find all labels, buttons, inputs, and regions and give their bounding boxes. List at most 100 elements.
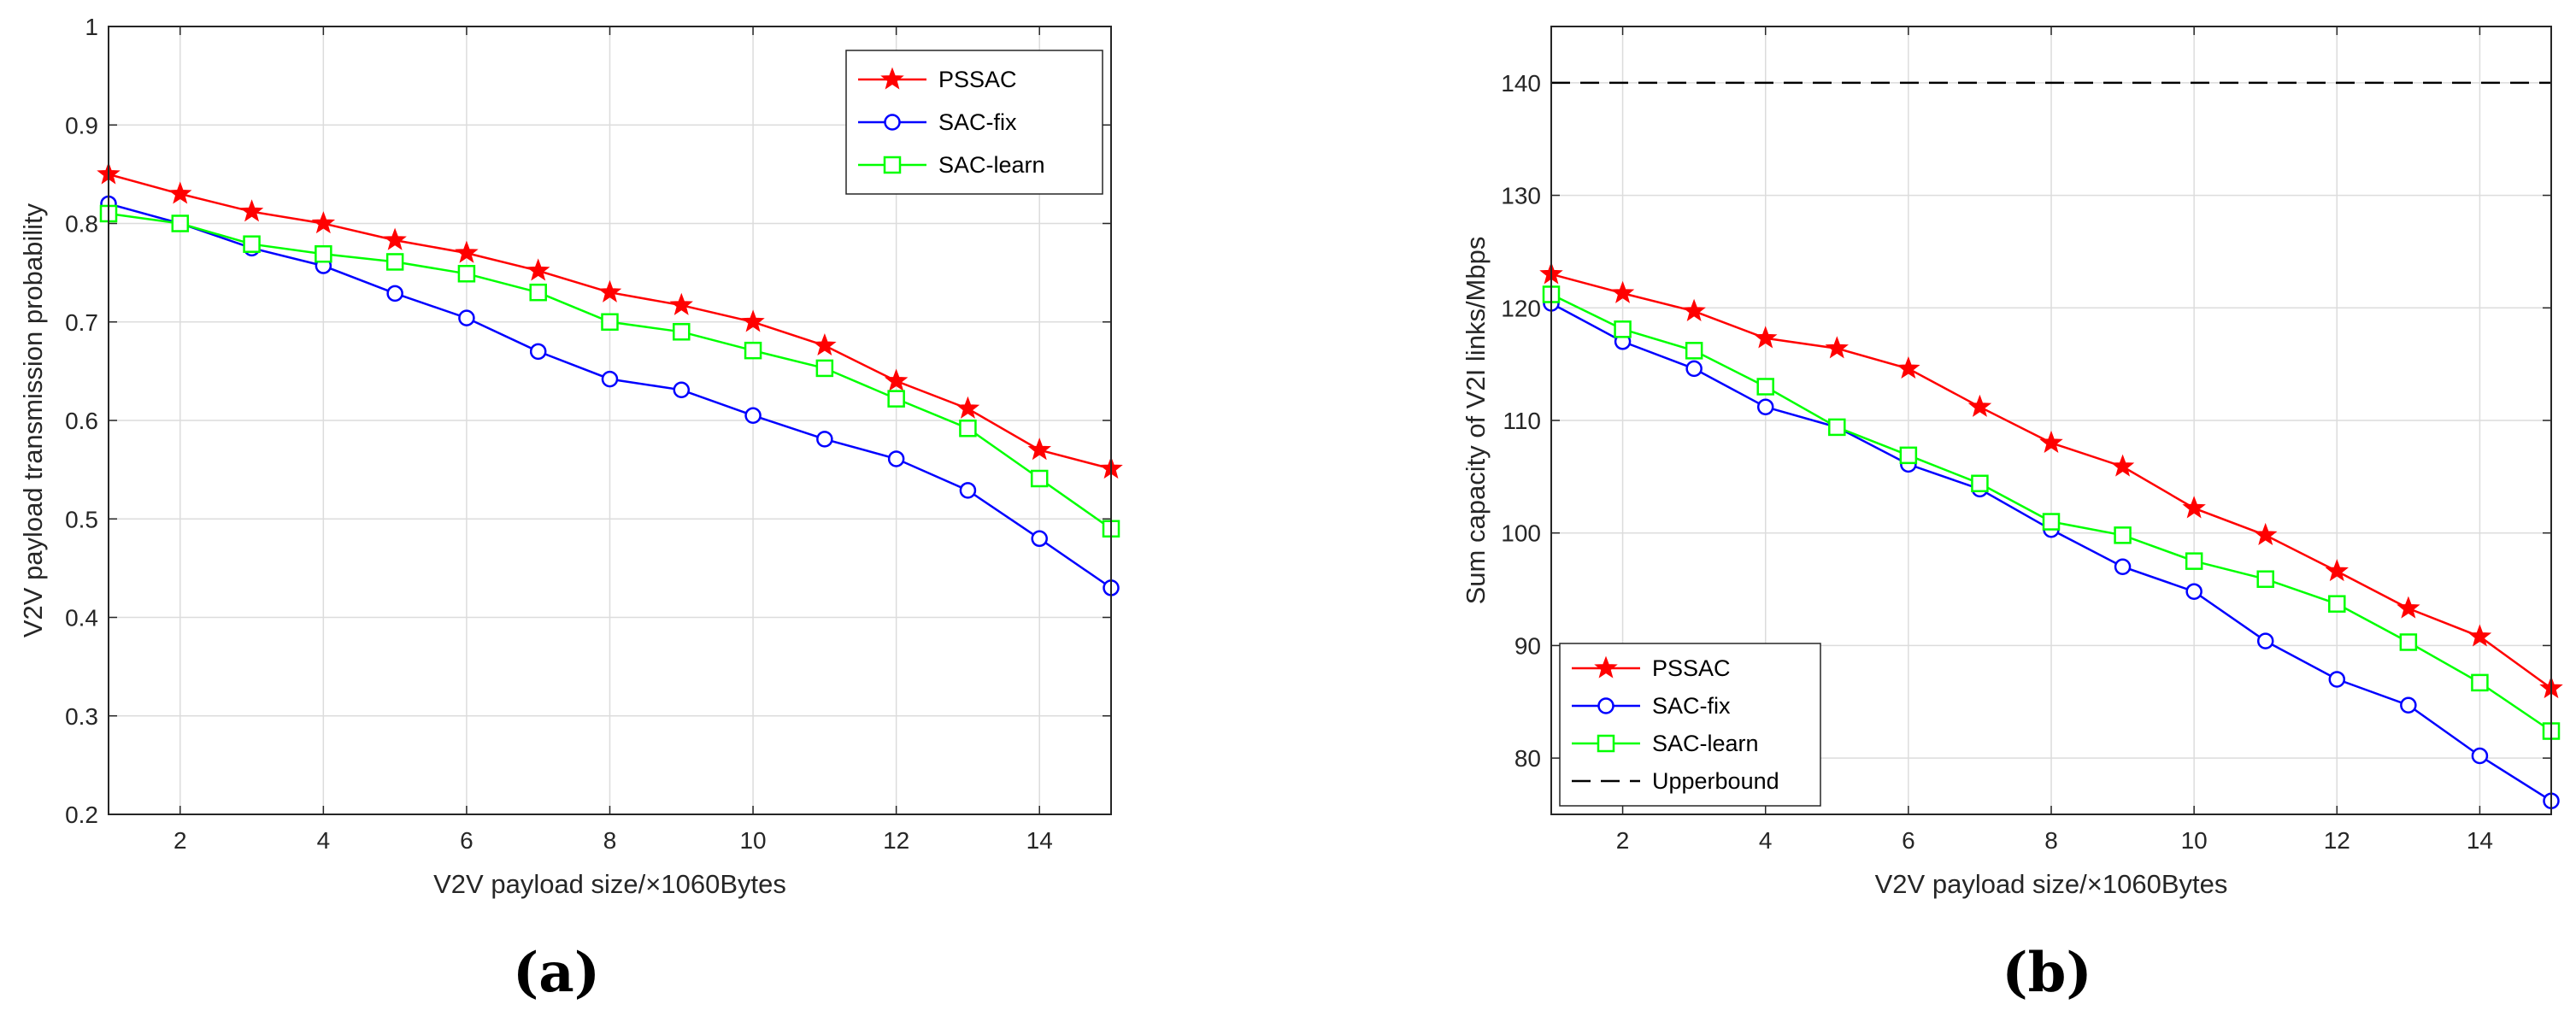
data-point [2471,673,2489,692]
y-tick-label: 120 [1501,295,1541,321]
panel-label: (a) [513,941,600,1005]
data-point [1614,320,1632,338]
y-tick-label: 0.5 [65,506,98,532]
data-point [887,390,905,408]
y-tick-label: 80 [1514,745,1541,772]
data-point [2397,596,2420,619]
data-point [2256,632,2274,649]
data-point [741,309,765,332]
data-point [457,265,476,283]
legend-marker [884,114,901,131]
y-tick-label: 0.2 [65,802,98,828]
data-point [2185,583,2203,600]
data-point [597,279,622,303]
data-point [2110,454,2135,477]
data-point [386,285,403,303]
axes-box [1550,26,2552,815]
data-point [1825,336,1849,359]
y-tick-label: 0.9 [65,112,98,138]
legend-label: SAC-fix [938,109,1017,135]
data-point [526,258,550,281]
y-tick-label: 0.4 [65,605,98,631]
data-point [1756,378,1774,396]
x-tick-label: 2 [1616,827,1630,854]
data-point [1027,438,1051,461]
data-point [171,214,190,232]
x-tick-label: 12 [2324,827,2350,854]
data-point [669,292,693,315]
data-point [1756,398,1774,415]
data-point [816,431,833,448]
data-point [744,341,762,360]
x-tick-label: 2 [173,827,187,854]
data-point [1685,360,1703,378]
legend-marker [883,156,902,174]
legend-label: SAC-learn [1652,731,1759,756]
data-point [2114,558,2132,575]
legend: PSSAC SAC-fix SAC-learn Upperbound [1559,643,1821,807]
data-point [959,419,977,438]
x-tick-label: 10 [739,827,766,854]
data-point [813,332,837,356]
data-point [243,235,261,253]
legend-label: PSSAC [938,67,1017,92]
x-axis-label: V2V payload size/×1060Bytes [1875,869,2228,899]
chart-panel-a: 2 4 6 8 10 12 14 0.2 0.3 0.4 0.5 0.6 0.7 0.8 0.9 1 V2V p… [18,14,1123,1005]
chart-panel-b: 2 4 6 8 10 12 14 80 90 100 110 120 130 140 V2V payload… [1461,26,2563,1005]
data-point [1685,342,1703,360]
x-tick-label: 8 [603,827,617,854]
y-tick-label: 90 [1514,632,1541,659]
axes-box [108,26,1112,815]
legend-marker [1594,655,1618,678]
x-axis-label: V2V payload size/×1060Bytes [433,869,786,899]
data-point [2042,513,2061,531]
data-point [2471,747,2489,765]
y-tick-label: 140 [1501,70,1541,97]
legend-label: PSSAC [1652,655,1731,681]
data-point [458,309,475,326]
data-point [673,381,691,399]
x-tick-label: 6 [1902,827,1915,854]
x-tick-label: 14 [2467,827,2493,854]
data-point [1754,326,1778,349]
panel-label: (b) [2002,941,2091,1005]
data-point [1971,474,1989,493]
y-tick-label: 100 [1501,520,1541,547]
legend-marker [880,67,904,90]
legend-label: SAC-learn [938,152,1045,178]
data-point [529,283,547,302]
data-point [2328,671,2346,688]
y-tick-label: 0.3 [65,703,98,730]
data-point [168,181,192,204]
x-tick-label: 10 [2181,827,2208,854]
data-point [887,450,905,467]
legend-marker [1597,734,1615,753]
data-point [956,396,980,419]
data-point [2039,430,2063,454]
data-point [2256,570,2274,588]
data-point [1682,298,1706,321]
data-point [383,227,407,250]
data-point [2325,559,2349,582]
data-point [385,253,404,271]
data-point [1899,446,1918,465]
data-point [673,323,691,341]
data-point [601,370,619,388]
data-point [239,199,264,222]
data-point [2328,595,2346,613]
data-point [311,211,336,234]
y-tick-label: 0.8 [65,211,98,238]
x-tick-label: 4 [317,827,331,854]
y-axis-label: V2V payload transmission probability [18,203,48,637]
data-point [1967,394,1992,417]
series-sac-learn [1542,285,2561,740]
data-point [455,240,479,263]
x-tick-label: 12 [883,827,909,854]
data-point [2399,633,2418,651]
legend-label: Upperbound [1652,768,1779,794]
x-tick-label: 4 [1759,827,1773,854]
y-tick-label: 0.6 [65,408,98,434]
x-tick-label: 8 [2044,827,2058,854]
x-tick-label: 14 [1026,827,1053,854]
